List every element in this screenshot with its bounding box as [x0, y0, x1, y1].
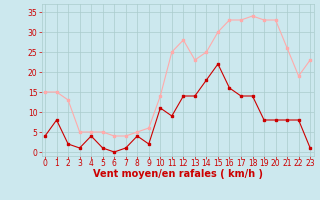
X-axis label: Vent moyen/en rafales ( km/h ): Vent moyen/en rafales ( km/h ): [92, 169, 263, 179]
